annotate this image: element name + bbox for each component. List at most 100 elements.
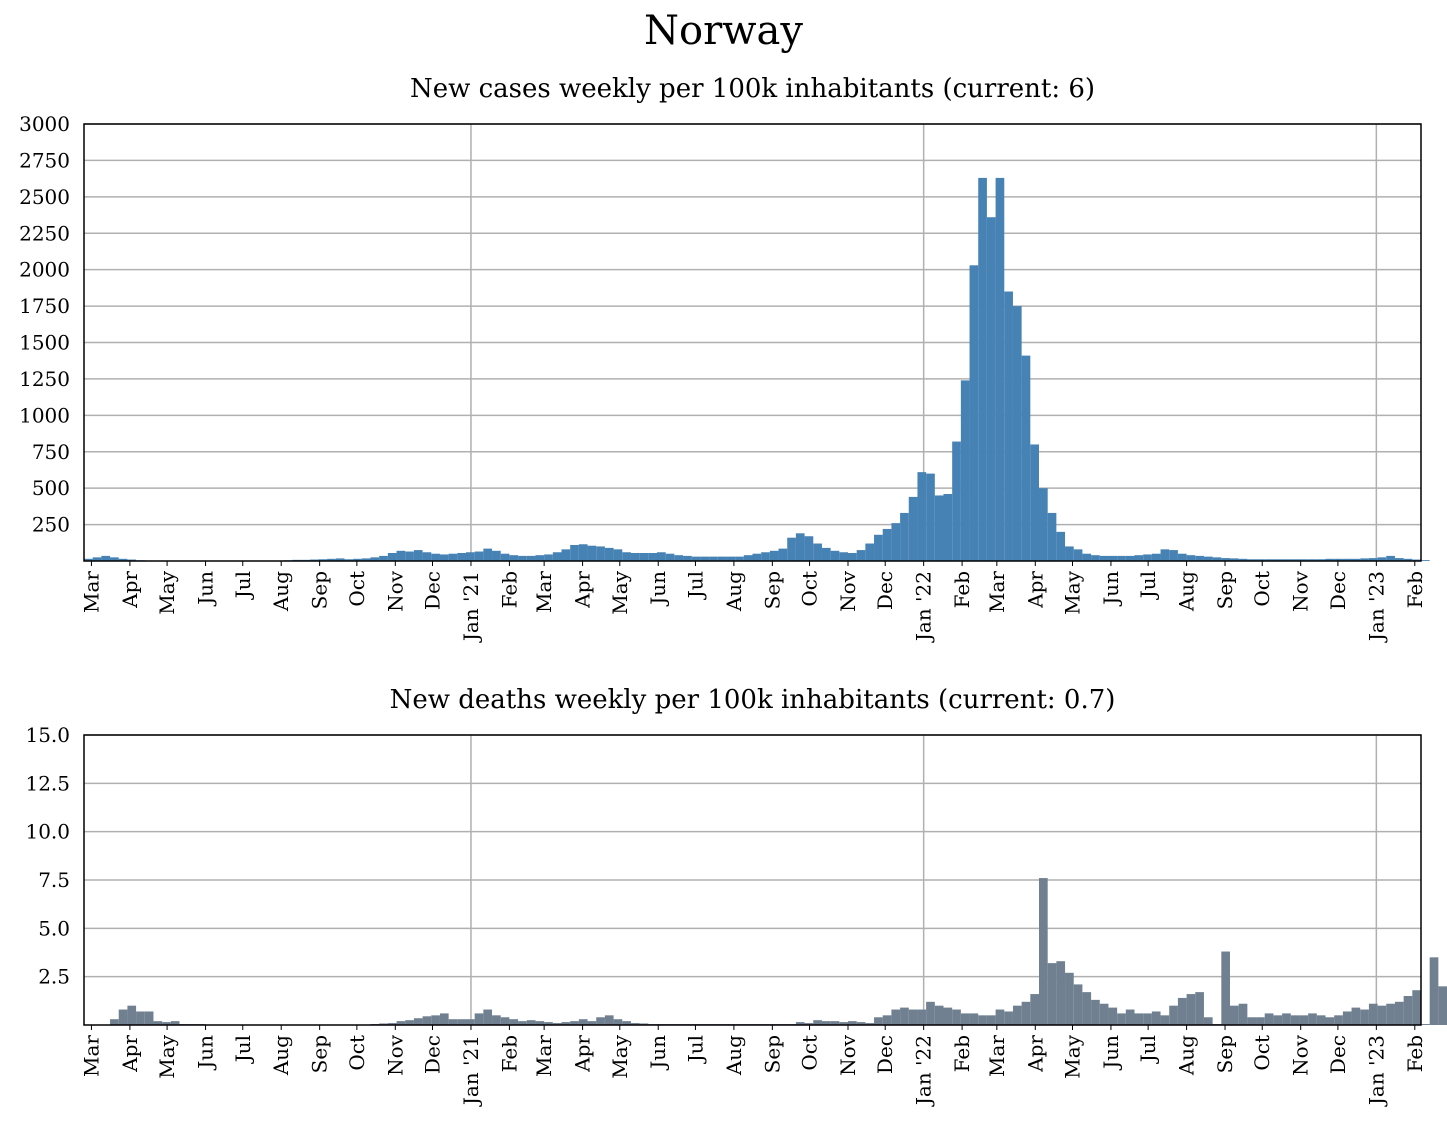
deaths-bar [518, 1021, 527, 1025]
cases-bar [587, 545, 597, 561]
cases-bar [1230, 558, 1239, 561]
deaths-bar [874, 1017, 883, 1025]
cases-x-tick-label: Jun [646, 571, 670, 607]
cases-bar [110, 557, 119, 561]
cases-bar [613, 549, 623, 561]
cases-x-tick-label: Nov [383, 570, 407, 612]
cases-bar [1334, 558, 1343, 561]
deaths-bar [934, 1005, 944, 1025]
deaths-bar [387, 1023, 397, 1025]
deaths-x-tick-label: Jan '21 [459, 1035, 483, 1107]
deaths-bar [1177, 997, 1187, 1025]
cases-x-tick-label: Apr [571, 571, 595, 609]
deaths-x-tick-label: Feb [950, 1035, 974, 1072]
deaths-bar [448, 1019, 458, 1025]
deaths-x-tick-label: Mar [532, 1035, 556, 1077]
deaths-x-tick-label: Aug [269, 1035, 293, 1076]
deaths-x-tick-label: Jun [194, 1035, 218, 1071]
cases-x-tick-label: Jan '21 [459, 571, 483, 643]
cases-bar [1039, 488, 1048, 561]
cases-x-tick-label: Jul [683, 571, 707, 600]
deaths-bar [422, 1016, 432, 1025]
cases-bar [1212, 557, 1222, 561]
deaths-bar [466, 1019, 475, 1025]
deaths-x-tick-label: Oct [1250, 1035, 1274, 1071]
deaths-bar [1056, 961, 1066, 1025]
cases-bar [1021, 355, 1031, 561]
deaths-bar [492, 1015, 501, 1025]
deaths-plot-frame [83, 734, 1422, 1026]
cases-bar [1273, 559, 1283, 561]
deaths-bar [561, 1022, 571, 1025]
cases-bar [830, 550, 840, 561]
cases-bar [848, 552, 857, 561]
deaths-bar [943, 1007, 953, 1025]
deaths-bar [127, 1005, 137, 1025]
deaths-bar [379, 1023, 388, 1025]
deaths-x-tick-label: Mar [985, 1035, 1009, 1077]
deaths-x-tick-label: Jul [683, 1035, 707, 1064]
deaths-bar [1203, 1017, 1213, 1025]
cases-bar [665, 553, 675, 561]
deaths-x-tick-label: Apr [1023, 1035, 1047, 1073]
cases-bar [596, 546, 605, 561]
deaths-bar [439, 1013, 449, 1025]
cases-bar [717, 556, 727, 561]
deaths-x-tick-label: Sep [1213, 1035, 1237, 1073]
cases-bar [1282, 559, 1291, 561]
cases-bar [1004, 291, 1013, 561]
deaths-bar [891, 1009, 901, 1025]
cases-bar [361, 558, 371, 561]
cases-bar [474, 551, 484, 561]
deaths-x-tick-label: May [155, 1034, 179, 1078]
deaths-bar [986, 1015, 996, 1025]
cases-bar [1256, 559, 1265, 561]
figure-title: Norway [644, 8, 803, 54]
cases-y-tick-label: 2750 [19, 148, 70, 172]
deaths-x-tick-label: Apr [571, 1035, 595, 1073]
cases-x-tick-label: Sep [308, 571, 332, 609]
deaths-bar [839, 1022, 848, 1025]
deaths-bar [1004, 1011, 1013, 1025]
deaths-bar [1091, 999, 1100, 1025]
deaths-bar [1421, 1024, 1430, 1025]
cases-bar [457, 552, 466, 561]
cases-bar [700, 556, 710, 561]
cases-bar [969, 265, 979, 561]
deaths-bar [1021, 1001, 1031, 1025]
cases-bar [1394, 558, 1404, 561]
cases-x-tick-label: Jul [1136, 571, 1160, 600]
deaths-bar [1429, 957, 1439, 1025]
cases-bar [900, 512, 909, 561]
cases-bar [691, 556, 701, 561]
deaths-bar [848, 1021, 857, 1025]
cases-bar [674, 555, 684, 561]
cases-y-tick-label: 1750 [19, 294, 70, 318]
deaths-bar [136, 1011, 145, 1025]
deaths-bar [544, 1022, 553, 1025]
deaths-bar [552, 1023, 562, 1025]
cases-bar [492, 550, 501, 561]
cases-bar [1290, 559, 1300, 561]
cases-x-tick-label: Sep [1213, 571, 1237, 609]
deaths-bar [926, 1001, 935, 1025]
deaths-bar [1351, 1007, 1361, 1025]
cases-x-tick-label: Nov [836, 570, 860, 612]
cases-bar [1082, 553, 1092, 561]
cases-bar [1125, 555, 1135, 561]
deaths-y-tick-label: 7.5 [38, 868, 70, 892]
deaths-bar [405, 1020, 414, 1025]
cases-bar [1186, 555, 1196, 561]
cases-y-tick-label: 1250 [19, 367, 70, 391]
cases-bar [1030, 444, 1039, 561]
deaths-bar [1039, 878, 1048, 1025]
cases-bar [1403, 558, 1413, 561]
cases-bar [448, 553, 458, 561]
cases-bar [1264, 559, 1274, 561]
cases-bar [943, 493, 953, 561]
deaths-bar [1134, 1013, 1144, 1025]
deaths-x-tick-label: Feb [1403, 1035, 1427, 1072]
deaths-bar [1230, 1005, 1239, 1025]
deaths-x-tick-label: Jul [231, 1035, 255, 1064]
